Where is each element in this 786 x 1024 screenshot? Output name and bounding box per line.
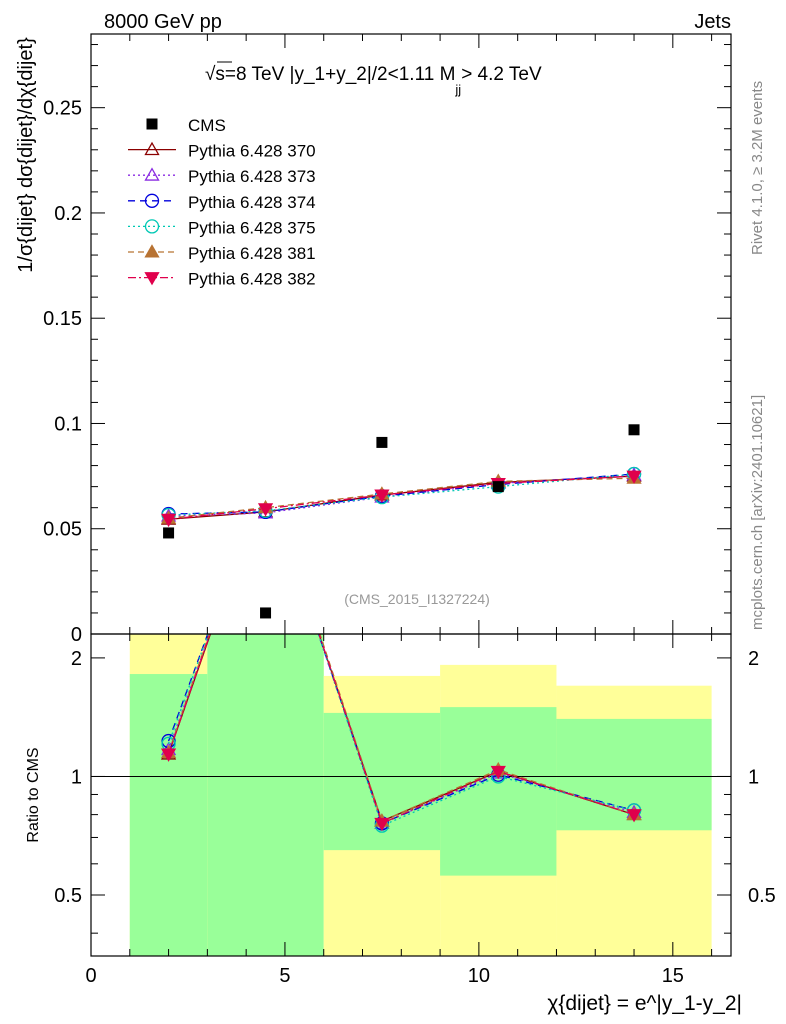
main-ylabel: 1/σ{dijet} dσ{dijet}/dχ{dijet} [15,37,37,273]
x-tick-label: 5 [279,965,290,987]
ratio-series-group [160,464,642,833]
legend-marker-series-0 [144,141,160,156]
cms-point [163,527,175,539]
legend-marker-cms [146,118,158,130]
ratio-point-series-5 [160,748,177,762]
ratio-point-series-5 [626,809,642,823]
y-tick-label-main: 0.25 [43,98,82,120]
y-tick-label-main: 0.1 [54,413,82,435]
legend-label-series-0: Pythia 6.428 370 [188,142,316,161]
main-line-series-3 [168,473,635,516]
mcplots-label-text: mcplots.cern.ch [arXiv:2401.10621] [749,395,766,630]
legend-label-series-2: Pythia 6.428 374 [188,193,316,212]
rivet-label: Rivet 4.1.0, ≥ 3.2M events [749,81,766,255]
main-ylabel-text: 1/σ{dijet} dσ{dijet}/dχ{dijet} [15,37,37,273]
y-tick-label-main: 0.2 [54,203,82,225]
ratio-ylabel-text: Ratio to CMS [25,747,42,842]
legend-label-cms: CMS [188,116,226,135]
ratio-point-series-4 [259,464,272,475]
legend-marker-series-5 [144,272,160,286]
y-tick-label-ratio-right: 1 [748,766,759,788]
title-subscript: jj [454,82,461,97]
ratio-uncertainty-bands [129,634,712,956]
main-line-series-1 [168,474,635,517]
ratio-panel-frame [90,633,732,957]
cms-point [492,481,504,493]
main-series-group [160,466,642,528]
ratio-point-series-1 [259,471,272,482]
ratio-point-series-2 [259,469,272,482]
x-tick-label: 10 [468,965,490,987]
band-green-0 [129,674,208,956]
y-tick-label-ratio: 0.5 [54,885,82,907]
main-point-series-5 [160,513,177,528]
legend-label-series-5: Pythia 6.428 382 [188,270,316,289]
main-line-series-2 [168,473,635,515]
ratio-point-series-5 [259,468,272,479]
title-main: √s=8 TeV |y_1+y_2|/2<1.11 M [205,64,455,85]
y-tick-label-ratio-right: 2 [748,648,759,670]
band-green-1 [207,634,324,956]
main-point-series-5 [374,489,390,503]
header-right-label: Jets [694,11,731,33]
legend-label-series-4: Pythia 6.428 381 [188,244,316,263]
main-panel-frame [90,33,732,635]
cms-data-points [163,424,640,619]
main-point-series-5 [257,503,274,517]
main-line-series-5 [168,475,635,520]
legend: CMS Pythia 6.428 370 Pythia 6.428 373 Pythi… [128,116,316,289]
ratio-line-series-4 [167,634,635,823]
cms-point [260,607,272,619]
y-tick-label-main: 0.15 [43,308,82,330]
cms-point [376,436,388,448]
cms-point [628,424,640,436]
legend-marker-series-4 [144,244,160,258]
y-tick-label-main: 0.05 [43,519,82,541]
ratio-point-series-5 [490,765,506,780]
ratio-ylabel: Ratio to CMS [25,747,42,842]
legend-label-series-3: Pythia 6.428 375 [188,218,316,237]
legend-label-series-1: Pythia 6.428 373 [188,167,316,186]
main-point-series-5 [626,470,642,484]
y-tick-label-ratio-right: 0.5 [748,885,776,907]
main-line-series-0 [168,475,635,520]
legend-marker-series-1 [144,167,160,181]
y-tick-label-ratio: 1 [71,766,82,788]
title-rest: > 4.2 TeV [461,64,542,85]
analysis-watermark: (CMS_2015_I1327224) [344,591,490,607]
x-tick-label: 15 [662,965,684,987]
svg-text:√s=8 TeV |y_1+y_2|/2<1.11 Mjj>: √s=8 TeV |y_1+y_2|/2<1.11 Mjj> 4.2 TeV [205,64,542,97]
ratio-point-series-3 [259,468,272,481]
x-axis-label: χ{dijet} = e^|y_1-y_2| [547,992,742,1015]
ratio-point-series-0 [259,469,272,480]
header-left-label: 8000 GeV pp [104,11,222,33]
legend-marker-series-2 [144,193,160,208]
chart-title: √s=8 TeV |y_1+y_2|/2<1.11 Mjj> 4.2 TeV [205,61,542,97]
x-tick-label: 0 [85,965,96,987]
ratio-point-series-5 [374,817,390,832]
y-tick-label-ratio: 2 [71,648,82,670]
rivet-label-text: Rivet 4.1.0, ≥ 3.2M events [749,81,766,255]
legend-marker-series-3 [144,219,160,234]
y-tick-label-main: 0 [71,624,82,646]
mcplots-label: mcplots.cern.ch [arXiv:2401.10621] [749,395,766,630]
